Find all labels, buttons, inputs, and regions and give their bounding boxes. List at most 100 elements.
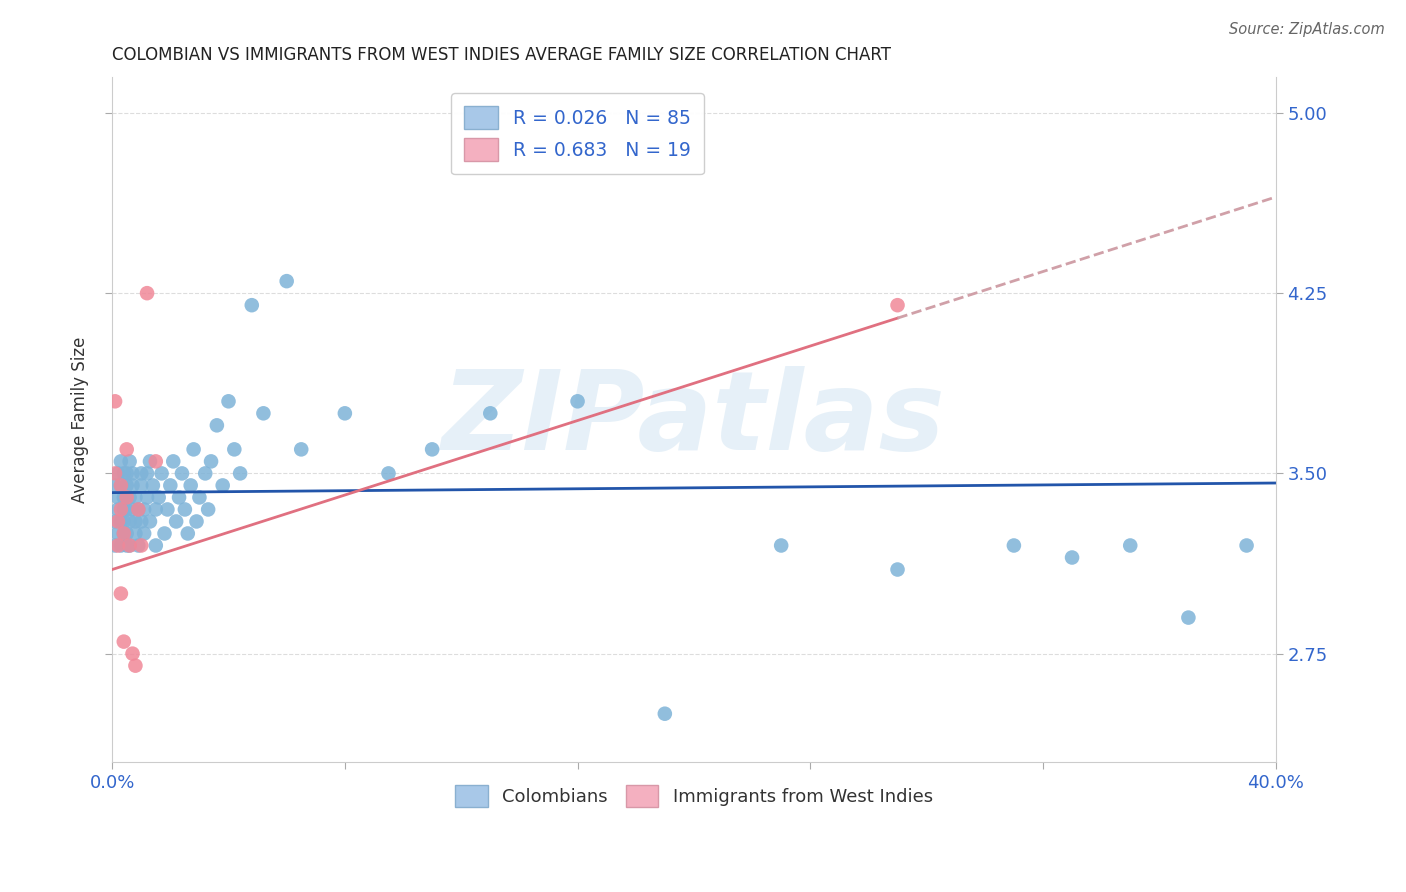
Point [107,502,129,516]
Y-axis label: Average Family Size: Average Family Size [72,336,89,502]
Point [104,515,127,529]
Point [127,539,149,553]
Point [770,539,793,553]
Point [153,526,176,541]
Point [145,502,167,516]
Point [136,286,159,301]
Point [115,502,138,516]
Point [129,478,152,492]
Point [159,478,181,492]
Point [115,539,138,553]
Point [127,502,149,516]
Point [240,298,263,312]
Point [167,491,190,505]
Point [121,467,143,481]
Point [229,467,252,481]
Point [104,394,127,409]
Point [252,406,274,420]
Point [118,491,141,505]
Point [107,526,129,541]
Point [194,467,217,481]
Legend: Colombians, Immigrants from West Indies: Colombians, Immigrants from West Indies [449,778,941,814]
Point [165,515,187,529]
Point [127,502,149,516]
Point [107,467,129,481]
Point [121,502,143,516]
Text: Source: ZipAtlas.com: Source: ZipAtlas.com [1229,22,1385,37]
Point [567,394,589,409]
Point [110,478,132,492]
Point [121,478,143,492]
Point [110,515,132,529]
Point [112,526,135,541]
Point [886,298,908,312]
Point [107,491,129,505]
Point [124,515,146,529]
Point [142,478,165,492]
Point [170,467,193,481]
Point [110,502,132,516]
Point [224,442,246,457]
Point [136,491,159,505]
Point [110,586,132,600]
Point [129,467,152,481]
Point [107,515,129,529]
Point [110,539,132,553]
Point [197,502,219,516]
Point [104,478,127,492]
Point [134,502,156,516]
Point [290,442,312,457]
Point [124,526,146,541]
Point [112,526,135,541]
Point [118,539,141,553]
Point [1177,610,1199,624]
Point [115,467,138,481]
Point [145,539,167,553]
Point [124,491,146,505]
Point [112,515,135,529]
Point [218,394,240,409]
Point [186,515,208,529]
Point [118,515,141,529]
Point [112,491,135,505]
Point [112,467,135,481]
Point [112,634,135,648]
Point [150,467,173,481]
Point [124,658,146,673]
Point [205,418,228,433]
Point [1236,539,1258,553]
Point [1060,550,1083,565]
Point [112,502,135,516]
Point [479,406,502,420]
Point [1119,539,1142,553]
Point [115,491,138,505]
Point [276,274,298,288]
Point [188,491,211,505]
Text: COLOMBIAN VS IMMIGRANTS FROM WEST INDIES AVERAGE FAMILY SIZE CORRELATION CHART: COLOMBIAN VS IMMIGRANTS FROM WEST INDIES… [112,46,891,64]
Point [420,442,443,457]
Point [129,515,152,529]
Point [121,647,143,661]
Point [1002,539,1025,553]
Point [139,515,162,529]
Point [654,706,676,721]
Point [211,478,233,492]
Text: ZIPatlas: ZIPatlas [441,366,946,473]
Point [136,467,159,481]
Point [107,539,129,553]
Point [333,406,356,420]
Point [115,478,138,492]
Point [110,454,132,468]
Point [156,502,179,516]
Point [118,454,141,468]
Point [173,502,195,516]
Point [162,454,184,468]
Point [139,454,162,468]
Point [183,442,205,457]
Point [115,526,138,541]
Point [129,539,152,553]
Point [148,491,170,505]
Point [118,539,141,553]
Point [377,467,399,481]
Point [104,539,127,553]
